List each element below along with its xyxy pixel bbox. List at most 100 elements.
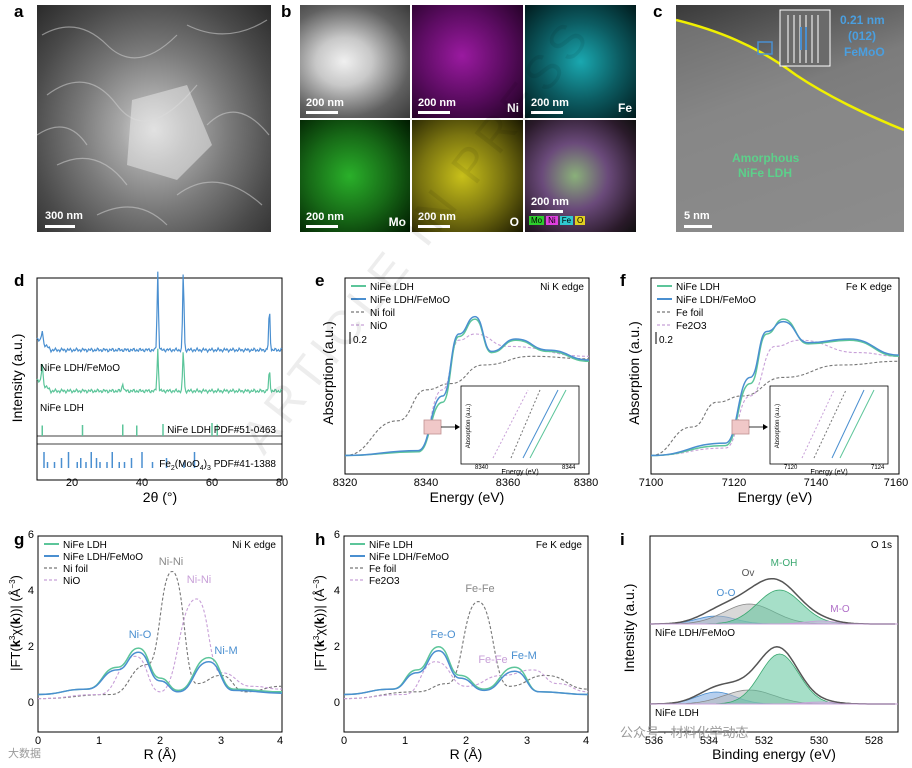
ref-femoo-sticks xyxy=(43,452,196,468)
x-tick: 530 xyxy=(810,735,828,747)
inset-x-label: Energy (eV) xyxy=(810,469,847,476)
legend-foil: Ni foil xyxy=(63,564,88,575)
xps-component xyxy=(650,653,896,705)
peak-label: Ni-Ni xyxy=(187,574,211,586)
peak-label: Fe-M xyxy=(511,650,537,662)
x-tick: 7140 xyxy=(804,477,828,489)
y-tick: 2 xyxy=(334,641,340,653)
trace-label-top: NiFe LDH/FeMoO xyxy=(40,363,120,374)
x-axis-label: R (Å) xyxy=(144,746,177,762)
inset-y-label: Absorption (a.u.) xyxy=(466,404,472,448)
x-tick: 8320 xyxy=(333,477,357,489)
legend-foil: Fe foil xyxy=(369,564,396,575)
legend-ni: Ni xyxy=(546,216,558,225)
x-tick: 80 xyxy=(276,477,288,489)
series-nife-ldh-femoo xyxy=(37,651,283,696)
trace-label-top: NiFe LDH/FeMoO xyxy=(655,628,735,639)
ref-ldh-sticks xyxy=(41,423,218,436)
watermark-corner: 大数据 xyxy=(8,748,41,760)
amorphous-label-2: NiFe LDH xyxy=(738,166,792,180)
peak-label: Fe-Fe xyxy=(478,654,507,666)
x-tick: 60 xyxy=(206,477,218,489)
scale-label: 200 nm xyxy=(531,97,569,109)
amorphous-label-1: Amorphous xyxy=(732,151,800,165)
legend-foil: Fe foil xyxy=(676,308,703,319)
series-ldh-femoo xyxy=(36,271,283,354)
x-tick: 0 xyxy=(341,735,347,747)
panel-label-d: d xyxy=(14,271,25,290)
series-ldh xyxy=(36,348,283,395)
legend-foil: Ni foil xyxy=(370,308,395,319)
legend-ldh-femoo: NiFe LDH/FeMoO xyxy=(370,295,450,306)
scale-bar-label: 0.2 xyxy=(659,335,673,346)
series-group xyxy=(344,315,590,457)
x-tick: 528 xyxy=(865,735,883,747)
scale-label: 300 nm xyxy=(45,210,83,222)
panel-label-e: e xyxy=(315,271,325,290)
y-axis-label: |FT(k3χ(k))| (Å−3) xyxy=(8,575,23,671)
x-tick: 40 xyxy=(136,477,148,489)
x-axis-label: 2θ (°) xyxy=(143,489,177,505)
x-tick: 8360 xyxy=(496,477,520,489)
panel-label-h: h xyxy=(315,530,326,549)
panel-label-g: g xyxy=(14,530,25,549)
element-label: Fe xyxy=(617,101,632,115)
exafs-ni-chart: |FT(k3χ(k))| (Å−3) NiFe LDH NiFe LDH/FeM… xyxy=(8,529,283,762)
series-fe2o3 xyxy=(650,339,900,457)
eds-map-ni: 200 nm Ni xyxy=(412,5,523,118)
x-tick: 2 xyxy=(157,735,163,747)
panel-label-b: b xyxy=(281,2,292,21)
inset-x-tick: 8340 xyxy=(475,465,489,471)
edge-label: Ni K edge xyxy=(232,540,276,551)
legend-mo: Mo xyxy=(529,216,545,225)
scale-label: 200 nm xyxy=(306,97,344,109)
x-tick: 1 xyxy=(96,735,102,747)
inset-x-tick: 8344 xyxy=(562,465,576,471)
legend-oxide: NiO xyxy=(370,321,387,332)
series-fe-foil xyxy=(343,601,589,700)
xps-bottom-spectrum xyxy=(649,646,898,705)
x-tick: 534 xyxy=(700,735,718,747)
series-nife-ldh xyxy=(650,318,900,457)
zoom-region xyxy=(423,419,442,435)
x-tick: 7100 xyxy=(639,477,663,489)
peak-label-oo: O-O xyxy=(717,588,736,599)
x-tick: 0 xyxy=(35,735,41,747)
scale-label: 200 nm xyxy=(306,211,344,223)
xps-component xyxy=(650,589,896,625)
x-tick: 532 xyxy=(755,735,773,747)
eds-map-overlay: 200 nm Mo Ni Fe O xyxy=(525,120,636,232)
peak-label-mo: M-O xyxy=(830,604,850,615)
legend-oxide: Fe2O3 xyxy=(676,321,707,332)
x-axis-label: Energy (eV) xyxy=(738,489,813,505)
series-group xyxy=(343,601,589,700)
xrd-chart: Intensity (a.u.) NiFe LDH/FeMoO NiFe LDH… xyxy=(9,271,288,505)
peak-label: Ni-M xyxy=(214,645,237,657)
series-nife-ldh xyxy=(343,645,589,696)
legend-o: O xyxy=(575,216,586,225)
watermark-wechat: 公众号 · 材料化学动态 xyxy=(620,725,749,740)
x-tick: 3 xyxy=(524,735,530,747)
peak-label-moh: M-OH xyxy=(771,558,798,569)
inset-x-tick: 7124 xyxy=(871,465,885,471)
legend-ldh: NiFe LDH xyxy=(63,540,107,551)
x-tick: 20 xyxy=(66,477,78,489)
trace-label-bottom: NiFe LDH xyxy=(40,403,84,414)
ref-label-1: NiFe LDH PDF#51-0463 xyxy=(167,425,276,436)
eds-map-fe: 200 nm Fe xyxy=(525,5,636,118)
element-label: O xyxy=(509,215,519,229)
x-tick: 1 xyxy=(402,735,408,747)
element-label: Ni xyxy=(507,101,519,115)
series-nife-ldh-femoo xyxy=(650,320,900,457)
legend-ldh: NiFe LDH xyxy=(369,540,413,551)
scale-label: 200 nm xyxy=(418,211,456,223)
x-tick: 7120 xyxy=(722,477,746,489)
exafs-fe-chart: |FT(k3χ(k))| (Å−3) NiFe LDH NiFe LDH/FeM… xyxy=(312,529,589,762)
legend-ldh: NiFe LDH xyxy=(370,282,414,293)
series-group xyxy=(650,318,900,457)
y-tick: 0 xyxy=(334,697,340,709)
panel-label-i: i xyxy=(620,530,625,549)
peak-label: Ni-Ni xyxy=(159,556,183,568)
peak-label-ov: Ov xyxy=(742,568,755,579)
y-tick: 0 xyxy=(28,697,34,709)
